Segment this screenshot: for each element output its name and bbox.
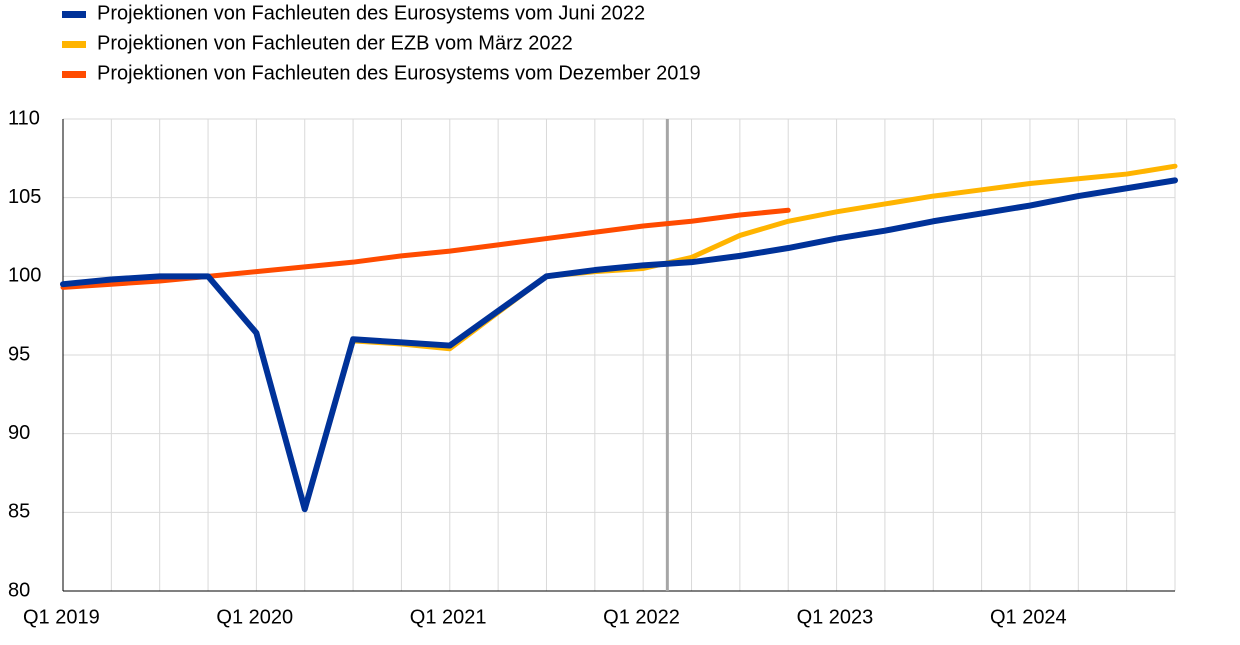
x-tick-label: Q1 2021 — [410, 606, 487, 628]
series-line — [60, 163, 1178, 512]
x-tick-label: Q1 2022 — [603, 606, 680, 628]
y-tick-label: 100 — [8, 265, 41, 287]
x-tick-label: Q1 2019 — [23, 606, 100, 628]
y-tick-label: 85 — [8, 501, 30, 523]
legend-swatch — [62, 11, 86, 18]
legend-swatch — [62, 41, 86, 48]
y-tick-label: 105 — [8, 186, 41, 208]
y-tick-label: 110 — [8, 107, 40, 129]
y-tick-label: 90 — [8, 422, 30, 444]
legend-label: Projektionen von Fachleuten des Eurosyst… — [97, 2, 645, 24]
legend-label: Projektionen von Fachleuten der EZB vom … — [97, 32, 573, 54]
legend-swatch — [62, 71, 86, 78]
y-tick-label: 95 — [8, 343, 30, 365]
series-line — [60, 177, 1178, 513]
x-tick-label: Q1 2024 — [990, 606, 1067, 628]
x-tick-label: Q1 2023 — [797, 606, 874, 628]
y-tick-label: 80 — [8, 579, 30, 601]
legend-label: Projektionen von Fachleuten des Eurosyst… — [97, 62, 701, 84]
x-tick-label: Q1 2020 — [216, 606, 293, 628]
